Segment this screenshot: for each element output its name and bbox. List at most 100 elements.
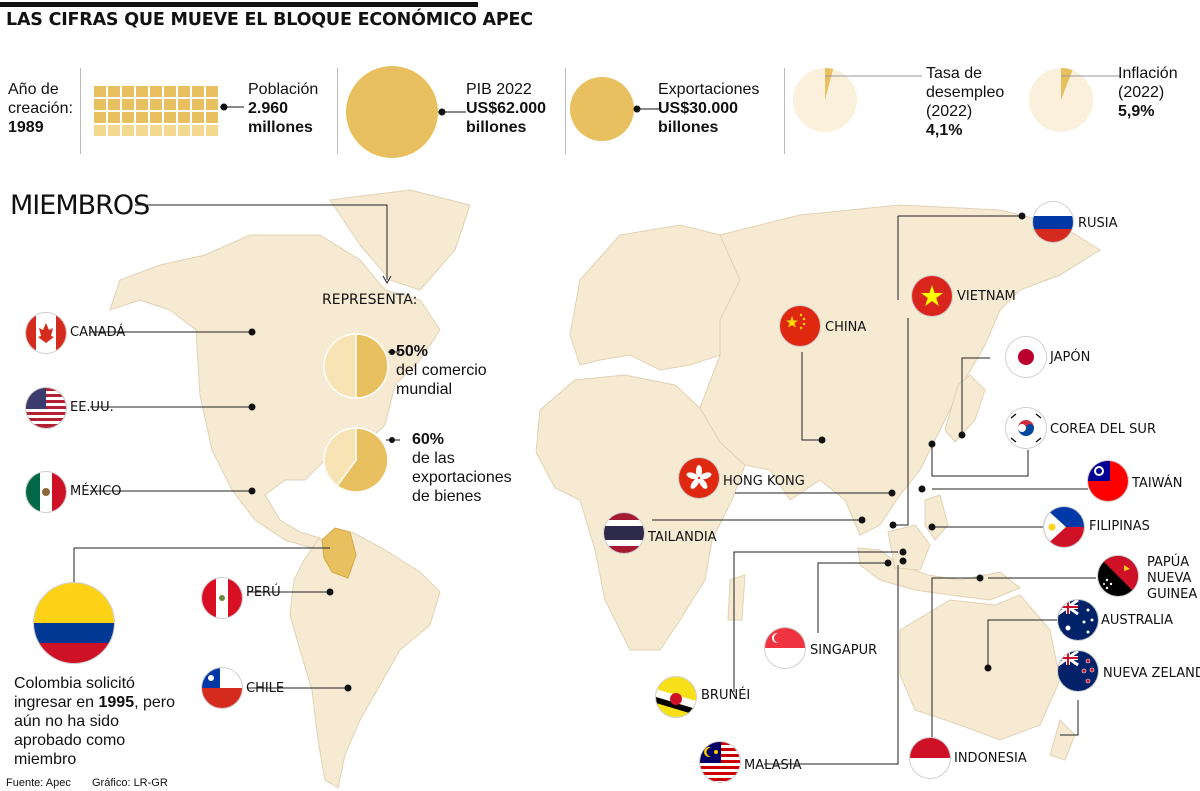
indonesia-flag-icon [910, 738, 950, 778]
member-mexico: MÉXICO [70, 484, 122, 499]
inflation-pie [1029, 68, 1120, 132]
population-cell [164, 99, 176, 110]
member-vietnam: VIETNAM [957, 289, 1016, 304]
inflation-stat: Inflación (2022) 5,9% [1118, 64, 1178, 121]
member-taiwan: TAIWÁN [1132, 476, 1183, 491]
colombia-shape [321, 527, 357, 579]
member-australia: AUSTRALIA [1101, 613, 1173, 628]
population-cell [192, 86, 204, 97]
inflation-label-2: (2022) [1118, 84, 1165, 101]
chile-flag-icon [202, 668, 242, 708]
graphic-credit: Gráfico: LR-GR [92, 777, 168, 789]
divider [337, 68, 338, 154]
brunei-flag-icon [656, 677, 696, 717]
usa-flag-icon [26, 388, 66, 428]
hongkong-flag-icon [679, 458, 719, 498]
gdp-unit: billones [466, 119, 527, 136]
south-america-shape [289, 531, 441, 789]
china-flag-icon [780, 306, 820, 346]
member-png-line-2: NUEVA [1147, 571, 1192, 586]
unemployment-label-2: desempleo [926, 84, 1005, 101]
population-cell [206, 99, 218, 110]
creation-value: 1989 [8, 119, 44, 136]
member-indonesia: INDONESIA [954, 751, 1027, 766]
population-cell [178, 112, 190, 123]
divider [565, 68, 566, 154]
source-credit: Fuente: Apec [6, 777, 71, 789]
population-value: 2.960 [248, 100, 289, 117]
trade-share-pie [323, 333, 400, 399]
japan-shape [944, 374, 986, 443]
population-cell [178, 125, 190, 136]
trade-share-line-2: mundial [396, 381, 453, 398]
member-philippines: FILIPINAS [1089, 519, 1150, 534]
divider [784, 68, 785, 154]
png-flag-icon [1098, 556, 1138, 596]
divider [80, 68, 81, 154]
page-title: LAS CIFRAS QUE MUEVE EL BLOQUE ECONÓMICO… [6, 10, 533, 30]
represents-label: REPRESENTA: [322, 292, 418, 308]
member-thailand: TAILANDIA [648, 530, 717, 545]
member-hongkong: HONG KONG [723, 474, 805, 489]
member-png-line-3: GUINEA [1147, 587, 1198, 602]
gdp-value: US$62.000 [466, 100, 547, 117]
exports-share-text: 60% de las exportaciones de bienes [412, 430, 512, 506]
population-unit: millones [248, 119, 313, 136]
asia-shape [699, 204, 1101, 536]
peru-flag-icon [202, 578, 242, 618]
population-cell [94, 86, 106, 97]
australia-shape [899, 594, 1061, 741]
member-brunei: BRUNÉI [701, 688, 751, 703]
population-cell [108, 86, 120, 97]
korea-flag-icon [1006, 408, 1046, 448]
exports-share-value: 60% [412, 431, 445, 448]
creation-stat: Año de creación: 1989 [8, 80, 88, 137]
thailand-flag-icon [604, 513, 644, 553]
unemployment-value: 4,1% [926, 122, 963, 139]
inflation-label-1: Inflación [1118, 65, 1178, 82]
population-cell [206, 125, 218, 136]
colombia-note-line-2c: , pero [134, 694, 176, 711]
population-stat: Población 2.960 millones [248, 80, 318, 137]
population-cell [108, 112, 120, 123]
population-cell [164, 86, 176, 97]
colombia-note-line-5: miembro [14, 751, 77, 768]
north-america-shape [109, 234, 441, 549]
member-png: PAPÚA NUEVA GUINEA [1147, 555, 1197, 603]
population-cell [150, 125, 162, 136]
member-japan: JAPÓN [1050, 350, 1091, 365]
member-png-line-1: PAPÚA [1147, 555, 1190, 570]
population-cell [192, 112, 204, 123]
population-label: Población [248, 81, 319, 98]
member-korea: COREA DEL SUR [1050, 422, 1156, 437]
population-cell [178, 99, 190, 110]
population-cell [94, 99, 106, 110]
world-map [109, 189, 1101, 789]
member-malaysia: MALASIA [744, 758, 802, 773]
exports-share-pie [323, 427, 400, 493]
member-russia: RUSIA [1078, 216, 1118, 231]
population-cell [192, 125, 204, 136]
colombia-note-line-4: aprobado como [14, 732, 126, 749]
member-singapore: SINGAPUR [810, 643, 878, 658]
population-cell [164, 112, 176, 123]
population-cell [122, 112, 134, 123]
unemployment-pie [793, 68, 922, 132]
philippines-flag-icon [1044, 507, 1084, 547]
creation-label: Año de creación: [8, 81, 73, 117]
africa-shape [535, 374, 746, 651]
colombia-flag-icon [34, 583, 114, 663]
exports-share-line-3: de bienes [412, 488, 482, 505]
member-peru: PERÚ [246, 585, 281, 600]
madagascar-shape [727, 574, 746, 621]
gdp-circle [346, 66, 466, 158]
population-cell [150, 86, 162, 97]
member-usa: EE.UU. [70, 400, 114, 415]
population-cell [122, 99, 134, 110]
population-cell [94, 125, 106, 136]
exports-unit: billones [658, 119, 719, 136]
title-bar [0, 2, 478, 7]
russia-flag-icon [1033, 202, 1073, 242]
taiwan-flag-icon [1088, 461, 1128, 501]
